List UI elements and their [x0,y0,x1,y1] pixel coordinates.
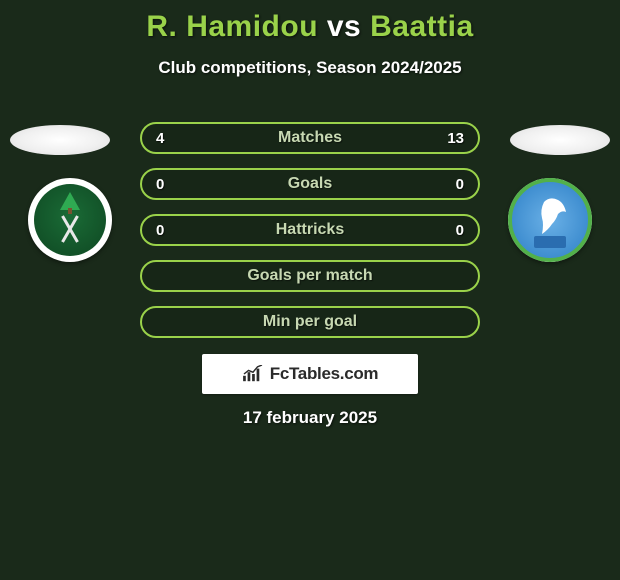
stat-row-goals: 0 Goals 0 [140,168,480,200]
swords-icon [50,214,90,244]
stat-label: Goals [288,175,332,193]
badge-inner [508,178,592,262]
runner-icon [536,196,572,236]
stat-left-value: 0 [156,222,164,239]
watermark-text: FcTables.com [270,364,379,384]
stat-left-value: 4 [156,130,164,147]
badge-inner [34,184,106,256]
page-title: R. Hamidou vs Baattia [0,0,620,44]
player2-name: Baattia [370,10,474,43]
player2-avatar-placeholder [510,125,610,155]
vs-text: vs [327,10,361,43]
subtitle: Club competitions, Season 2024/2025 [0,58,620,78]
barchart-icon [242,365,264,383]
stat-row-goals-per-match: Goals per match [140,260,480,292]
stat-right-value: 0 [456,176,464,193]
player2-club-badge [508,178,592,262]
player1-club-badge [28,178,112,262]
fctables-watermark: FcTables.com [202,354,418,394]
player1-name: R. Hamidou [146,10,318,43]
stat-label: Matches [278,129,342,147]
stat-label: Min per goal [263,313,357,331]
stat-rows: 4 Matches 13 0 Goals 0 0 Hattricks 0 Goa… [140,122,480,352]
stat-row-matches: 4 Matches 13 [140,122,480,154]
stat-label: Goals per match [247,267,372,285]
stat-right-value: 0 [456,222,464,239]
stat-row-min-per-goal: Min per goal [140,306,480,338]
comparison-card: R. Hamidou vs Baattia Club competitions,… [0,0,620,580]
stat-label: Hattricks [276,221,344,239]
snapshot-date: 17 february 2025 [0,408,620,428]
stat-right-value: 13 [447,130,464,147]
stat-left-value: 0 [156,176,164,193]
year-banner [534,236,566,248]
player1-avatar-placeholder [10,125,110,155]
stat-row-hattricks: 0 Hattricks 0 [140,214,480,246]
